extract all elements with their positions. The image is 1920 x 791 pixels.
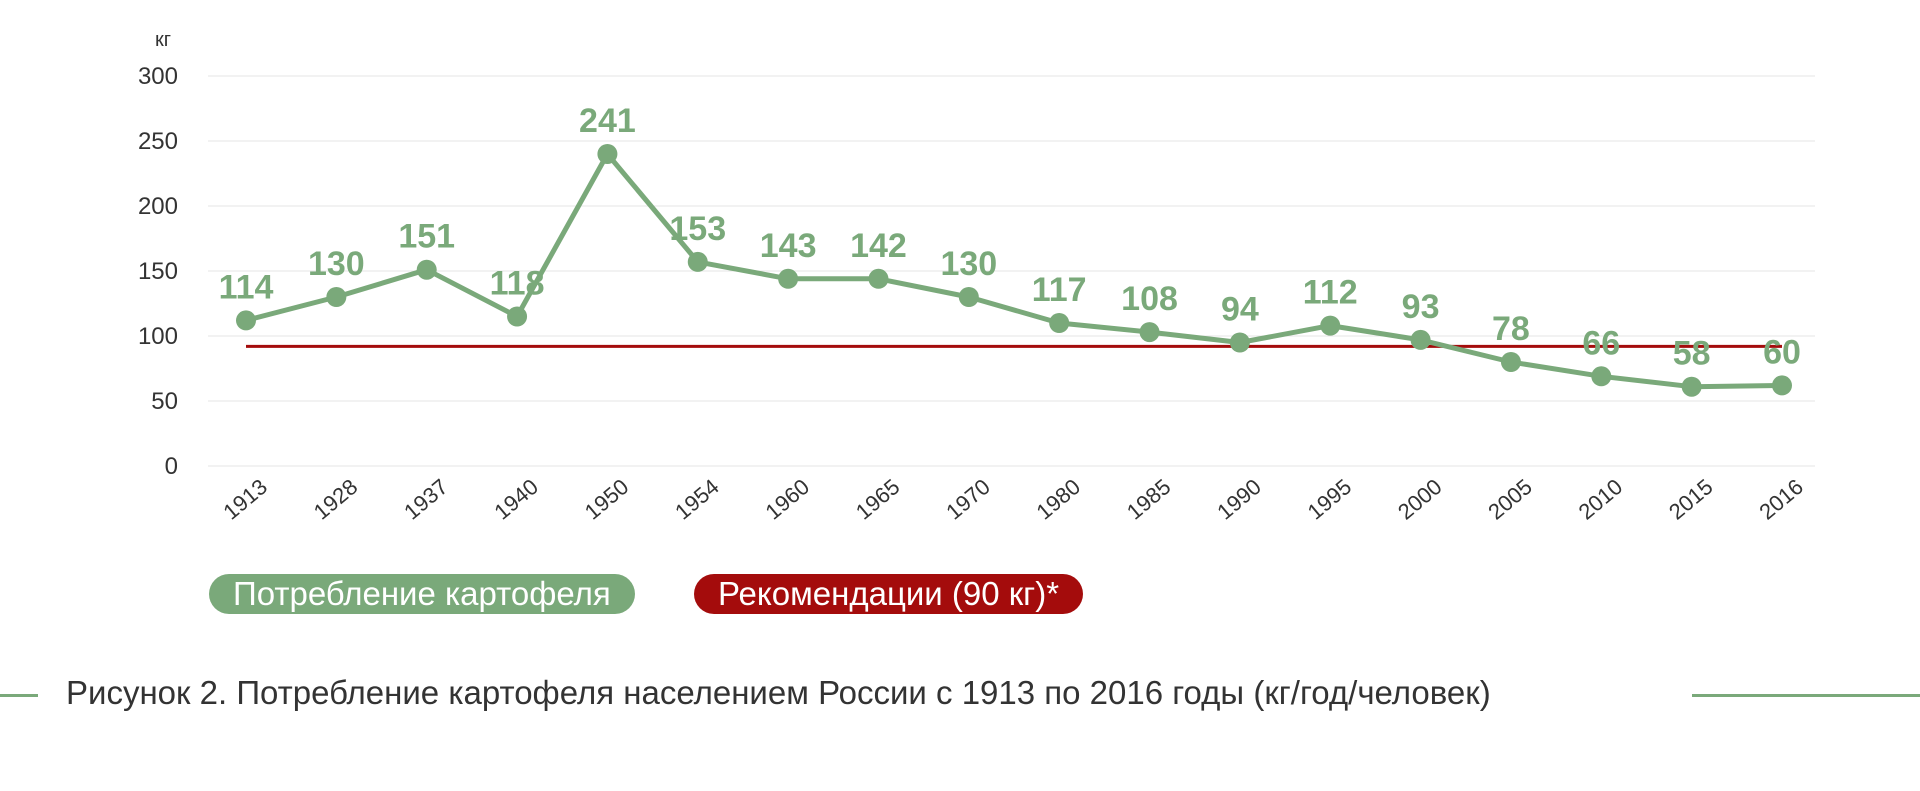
data-label: 66 [1582, 324, 1620, 362]
data-point [1229, 332, 1250, 353]
x-tick-label: 1940 [489, 474, 543, 525]
data-point [236, 310, 256, 331]
x-tick-label: 1965 [851, 474, 905, 525]
data-point [507, 306, 528, 327]
x-tick-label: 2016 [1754, 474, 1808, 525]
data-label: 60 [1763, 333, 1801, 371]
data-label: 114 [219, 268, 274, 306]
x-tick-label: 1960 [761, 474, 815, 525]
data-point [687, 251, 708, 272]
x-tick-label: 2000 [1393, 474, 1447, 525]
data-point [958, 287, 979, 307]
x-tick-label: 1937 [399, 474, 453, 525]
data-point [868, 268, 889, 289]
data-label: 130 [308, 245, 365, 283]
data-point [1500, 352, 1521, 372]
data-label: 130 [940, 245, 997, 283]
y-tick-label: 100 [138, 323, 178, 350]
x-tick-label: 1980 [1032, 474, 1086, 525]
data-label: 151 [398, 218, 455, 256]
figure-caption: Рисунок 2. Потребление картофеля населен… [66, 674, 1491, 711]
y-tick-label: 200 [138, 193, 178, 220]
y-tick-label: 250 [138, 128, 178, 155]
x-tick-label: 2005 [1483, 474, 1537, 525]
y-tick-label: 0 [165, 453, 178, 480]
data-point [1049, 313, 1070, 333]
data-label: 118 [490, 265, 545, 303]
x-tick-label: 1995 [1303, 474, 1357, 525]
data-point [1591, 366, 1612, 387]
y-tick-label: 150 [138, 258, 178, 285]
data-label: 117 [1032, 271, 1087, 309]
data-label: 58 [1673, 335, 1711, 373]
x-tick-label: 1913 [218, 474, 272, 525]
data-label: 108 [1121, 280, 1178, 318]
caption-rule-right [1692, 694, 1920, 697]
data-point [1410, 329, 1431, 350]
x-tick-label: 1985 [1122, 474, 1176, 525]
data-label: 153 [669, 210, 726, 248]
x-tick-label: 2015 [1664, 474, 1718, 525]
consumption-series-line [243, 151, 1785, 390]
data-label: 112 [1303, 274, 1358, 312]
x-tick-label: 1950 [580, 474, 634, 525]
y-tick-label: 300 [138, 63, 178, 90]
x-tick-label: 1990 [1212, 474, 1266, 525]
data-point [778, 268, 799, 289]
data-label: 78 [1492, 310, 1530, 348]
y-tick-label: 50 [151, 388, 178, 415]
data-point [1320, 315, 1341, 336]
x-tick-label: 1970 [941, 474, 995, 525]
data-label: 93 [1402, 288, 1440, 326]
x-tick-label: 2010 [1574, 474, 1628, 525]
data-point [1772, 375, 1792, 396]
data-point [416, 259, 437, 280]
legend-recommendation: Рекомендации (90 кг)* [694, 574, 1084, 614]
data-label: 94 [1221, 291, 1259, 329]
legend-consumption: Потребление картофеля [209, 574, 635, 614]
data-label: 142 [850, 227, 907, 265]
x-tick-label: 1954 [670, 474, 724, 525]
data-point [326, 287, 347, 307]
x-tick-label: 1928 [309, 474, 363, 525]
data-point [597, 144, 618, 164]
y-axis-unit-label: кг [155, 29, 171, 51]
caption-rule-left [0, 694, 38, 697]
data-label: 143 [760, 227, 817, 265]
data-point [1139, 322, 1160, 343]
data-point [1681, 376, 1702, 397]
data-label: 241 [579, 102, 636, 140]
